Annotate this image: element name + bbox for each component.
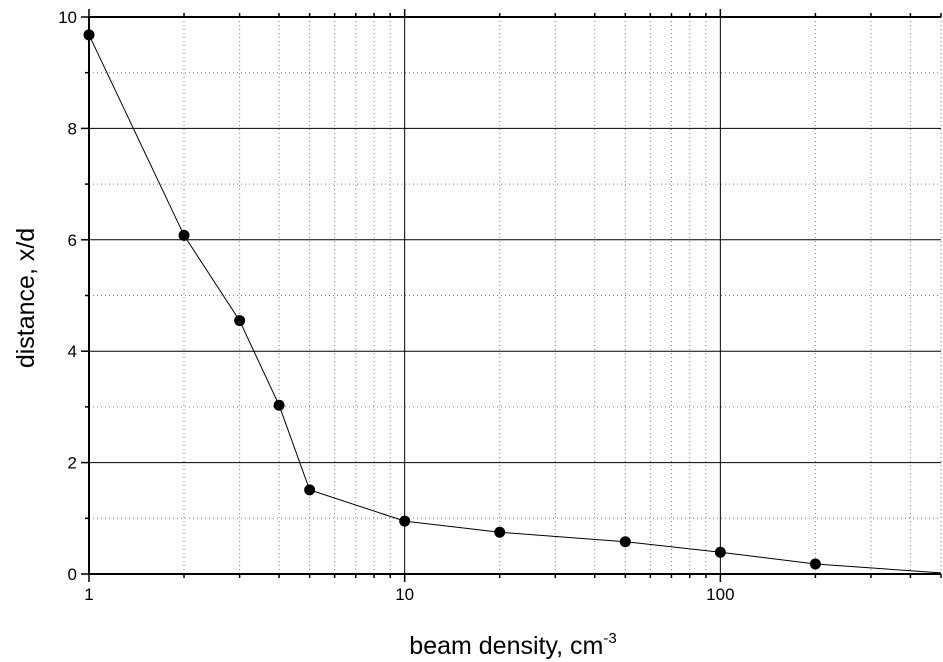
data-point	[83, 29, 95, 41]
y-tick-labels: 0 2 4 6 8 10	[58, 8, 77, 584]
data-point	[809, 558, 821, 570]
data-point	[494, 526, 506, 538]
data-point	[714, 546, 726, 558]
x-axis-title: beam density, cm-3	[409, 630, 616, 660]
series-line	[88, 34, 942, 574]
y-tick-label: 10	[58, 8, 77, 27]
data-point	[304, 484, 316, 496]
x-tick-label: 100	[706, 585, 734, 604]
y-tick-label: 2	[68, 454, 77, 473]
data-point	[178, 229, 190, 241]
x-tick-label: 10	[395, 585, 414, 604]
x-tick-label: 1	[84, 585, 93, 604]
y-tick-label: 0	[68, 565, 77, 584]
x-tick-labels: 1 10 100	[84, 585, 734, 604]
y-tick-label: 4	[68, 342, 77, 361]
x-axis-title-superscript: -3	[603, 630, 616, 647]
x-axis-title-text: beam density, cm	[409, 632, 603, 660]
data-point	[234, 315, 246, 327]
y-tick-label: 6	[68, 231, 77, 250]
y-axis-title: distance, x/d	[12, 228, 40, 368]
series	[83, 29, 942, 574]
data-point	[273, 399, 285, 411]
grid	[89, 17, 942, 574]
y-tick-label: 8	[68, 119, 77, 138]
data-point	[399, 515, 411, 527]
data-point	[619, 536, 631, 548]
axis-ticks	[81, 9, 942, 582]
